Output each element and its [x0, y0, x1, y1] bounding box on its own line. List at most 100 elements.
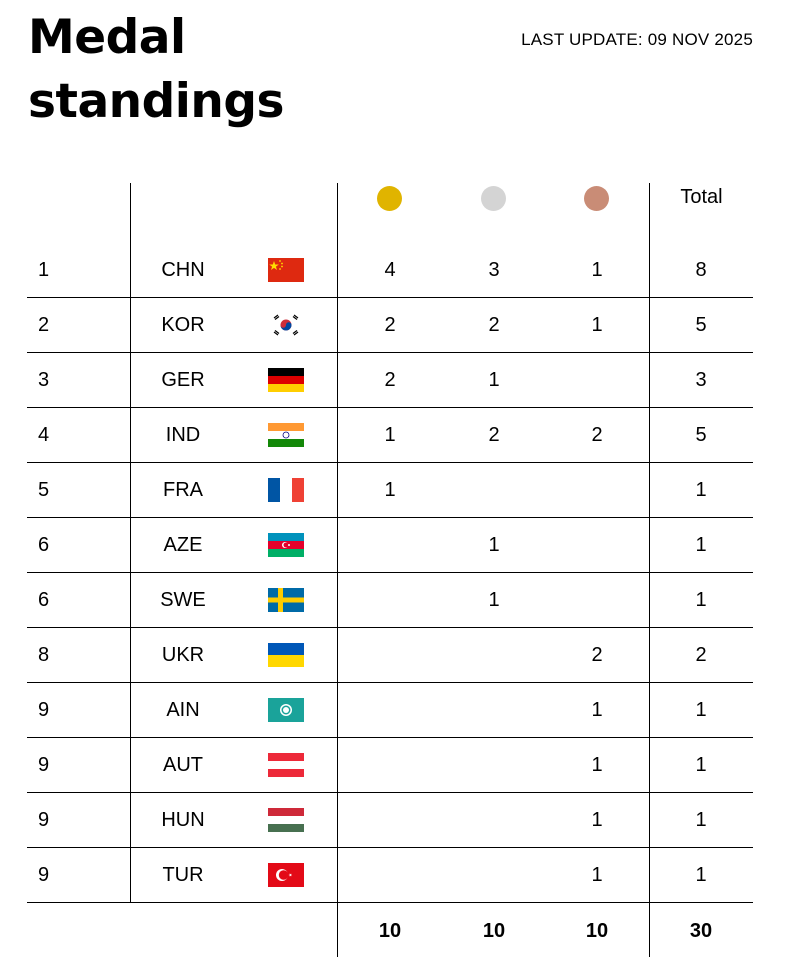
- bronze-count: 2: [591, 644, 603, 666]
- total-column-header: Total: [680, 186, 723, 208]
- row-divider: [27, 462, 753, 463]
- total-all: 30: [689, 920, 713, 942]
- silver-medal-icon: [481, 186, 506, 211]
- silver-count: [464, 860, 524, 890]
- gold-count: [360, 695, 420, 725]
- total-count: 8: [695, 259, 707, 281]
- bronze-count: 2: [591, 424, 603, 446]
- germany-flag-icon: [268, 368, 304, 392]
- india-flag-icon: [268, 423, 304, 447]
- bronze-count: [567, 365, 627, 395]
- total-count: 3: [695, 369, 707, 391]
- total-count: 1: [695, 534, 707, 556]
- country-code: AZE: [163, 534, 203, 556]
- row-divider: [27, 847, 753, 848]
- last-update: LAST UPDATE: 09 NOV 2025: [521, 30, 753, 49]
- gold-medal-icon: [377, 186, 402, 211]
- bronze-count: 1: [591, 864, 603, 886]
- total-count: 1: [695, 479, 707, 501]
- silver-count: 2: [488, 314, 500, 336]
- silver-count: 1: [488, 369, 500, 391]
- row-divider: [27, 737, 753, 738]
- silver-count: [464, 640, 524, 670]
- total-count: 1: [695, 864, 707, 886]
- hungary-flag-icon: [268, 808, 304, 832]
- row-divider: [27, 297, 753, 298]
- bronze-count: [567, 530, 627, 560]
- silver-count: [464, 750, 524, 780]
- france-flag-icon: [268, 478, 304, 502]
- gold-count: [360, 585, 420, 615]
- country-code: FRA: [163, 479, 203, 501]
- bronze-count: 1: [591, 699, 603, 721]
- gold-count: 1: [384, 479, 396, 501]
- country-code: AUT: [163, 754, 203, 776]
- country-code: UKR: [161, 644, 205, 666]
- bronze-count: [567, 475, 627, 505]
- rank-cell: 9: [38, 864, 50, 886]
- gold-count: [360, 750, 420, 780]
- silver-count: 1: [488, 534, 500, 556]
- china-flag-icon: [268, 258, 304, 282]
- bronze-count: 1: [591, 259, 603, 281]
- column-divider-total: [649, 183, 650, 957]
- rank-cell: 6: [38, 534, 50, 556]
- total-gold: 10: [378, 920, 402, 942]
- silver-count: 1: [488, 589, 500, 611]
- country-code: KOR: [161, 314, 205, 336]
- rank-cell: 9: [38, 809, 50, 831]
- total-bronze: 10: [585, 920, 609, 942]
- gold-count: 1: [384, 424, 396, 446]
- austria-flag-icon: [268, 753, 304, 777]
- gold-count: 4: [384, 259, 396, 281]
- bronze-medal-icon: [584, 186, 609, 211]
- gold-count: [360, 805, 420, 835]
- column-divider-country: [130, 183, 131, 903]
- rank-cell: 4: [38, 424, 50, 446]
- total-count: 5: [695, 314, 707, 336]
- bronze-count: 1: [591, 809, 603, 831]
- gold-count: 2: [384, 314, 396, 336]
- row-divider: [27, 572, 753, 573]
- country-code: CHN: [161, 259, 205, 281]
- rank-cell: 6: [38, 589, 50, 611]
- row-divider: [27, 792, 753, 793]
- ain-flag-icon: [268, 698, 304, 722]
- total-count: 1: [695, 809, 707, 831]
- total-count: 1: [695, 754, 707, 776]
- row-divider: [27, 902, 753, 903]
- korea-flag-icon: [268, 313, 304, 337]
- country-code: TUR: [162, 864, 204, 886]
- country-code: AIN: [166, 699, 200, 721]
- turkey-flag-icon: [268, 863, 304, 887]
- country-code: GER: [161, 369, 205, 391]
- rank-cell: 1: [38, 259, 50, 281]
- azerbaijan-flag-icon: [268, 533, 304, 557]
- sweden-flag-icon: [268, 588, 304, 612]
- row-divider: [27, 682, 753, 683]
- country-code: SWE: [160, 589, 206, 611]
- ukraine-flag-icon: [268, 643, 304, 667]
- gold-count: 2: [384, 369, 396, 391]
- silver-count: 3: [488, 259, 500, 281]
- rank-cell: 2: [38, 314, 50, 336]
- rank-cell: 9: [38, 699, 50, 721]
- bronze-count: 1: [591, 754, 603, 776]
- column-divider-medals: [337, 183, 338, 957]
- rank-cell: 5: [38, 479, 50, 501]
- row-divider: [27, 517, 753, 518]
- row-divider: [27, 407, 753, 408]
- total-count: 1: [695, 589, 707, 611]
- total-silver: 10: [482, 920, 506, 942]
- country-code: IND: [165, 424, 201, 446]
- silver-count: [464, 695, 524, 725]
- rank-cell: 9: [38, 754, 50, 776]
- silver-count: [464, 475, 524, 505]
- total-count: 5: [695, 424, 707, 446]
- silver-count: 2: [488, 424, 500, 446]
- silver-count: [464, 805, 524, 835]
- rank-cell: 3: [38, 369, 50, 391]
- row-divider: [27, 352, 753, 353]
- row-divider: [27, 627, 753, 628]
- total-count: 1: [695, 699, 707, 721]
